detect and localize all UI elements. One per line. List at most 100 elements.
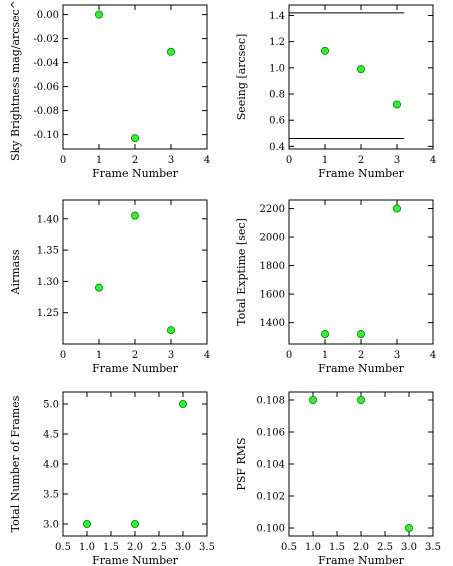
y-tick-label: 0.104 [256,460,285,471]
data-point [83,520,92,529]
data-point [392,100,401,109]
panel-5: 0.5 1.0 1.5 2.0 2.5 3.0 3.5 3.0 3.5 4.0 4.5 5.0 Fram… [9,391,215,566]
plot-frame [288,391,434,537]
y-tick-label: 0.100 [256,524,285,535]
x-tick-label: 1 [96,155,102,166]
x-tick-label: 1 [96,350,102,361]
x-tick-label: 2.5 [377,542,393,553]
x-axis-title: Frame Number [92,167,179,180]
y-axis-title: Total Number of Frames [9,395,22,532]
x-tick-label: 1 [322,350,328,361]
data-point [320,46,329,55]
x-tick-label: 3.5 [425,542,441,553]
y-tick-label: -0.08 [33,106,59,117]
panel-2: 0 1 2 3 4 0.4 0.6 0.8 1.0 1.2 1.4 Frame Number Seein… [235,4,436,180]
x-tick-label: 3.0 [401,542,417,553]
x-tick-label: 4 [430,350,436,361]
x-tick-label: 0 [286,155,292,166]
x-tick-label: 1.0 [79,542,95,553]
y-tick-label: 0.4 [269,142,285,153]
y-tick-label: -0.02 [33,34,59,45]
x-tick-label: 0 [60,350,66,361]
y-tick-label: 4.0 [43,460,59,471]
plot-frame [62,199,208,345]
y-tick-label: 1800 [260,261,285,272]
data-point [392,204,401,213]
x-axis-title: Frame Number [92,362,179,375]
x-tick-label: 1.5 [329,542,345,553]
data-point [95,10,104,19]
x-tick-label: 2 [132,350,138,361]
panel-4: 0 1 2 3 4 1400 1600 1800 2000 2200 Frame Number Tot… [235,199,436,375]
plot-frame [288,4,434,150]
y-axis-title: PSF RMS [235,437,248,490]
panel-1: 0 1 2 3 4 0.00 -0.02 -0.04 -0.06 -0.08 -0.10 Frame … [9,0,210,180]
data-point [356,330,365,339]
y-tick-label: 5.0 [43,400,59,411]
y-tick-label: 0.8 [269,90,285,101]
y-tick-label: 1.40 [37,214,59,225]
plot-frame [288,199,434,345]
data-point [356,65,365,74]
data-point [178,399,187,408]
x-tick-label: 4 [430,155,436,166]
y-tick-label: 0.108 [256,396,285,407]
data-point [130,520,139,529]
x-tick-label: 2 [358,350,364,361]
plot-frame [62,4,208,150]
y-tick-label: 0.102 [256,492,285,503]
y-tick-label: -0.04 [33,58,59,69]
plot-frame [62,391,208,537]
y-tick-label: 1.2 [269,37,285,48]
data-point [308,395,317,404]
data-point [130,134,139,143]
x-tick-label: 2 [132,155,138,166]
y-tick-label: -0.06 [33,82,59,93]
data-point [166,47,175,56]
data-point [166,326,175,335]
x-tick-label: 3 [168,155,174,166]
y-tick-label: 1.30 [37,277,59,288]
x-tick-label: 3 [394,155,400,166]
x-tick-label: 1.5 [103,542,119,553]
x-tick-label: 0.5 [281,542,297,553]
y-tick-label: 2000 [260,233,285,244]
x-tick-label: 4 [204,155,210,166]
x-axis-title: Frame Number [92,554,179,566]
y-tick-label: 2200 [260,204,285,215]
y-tick-label: 0.00 [37,10,59,21]
panel-6: 0.5 1.0 1.5 2.0 2.5 3.0 3.5 0.100 0.102 0.104 0.10… [235,391,441,566]
x-tick-label: 0.5 [55,542,71,553]
y-tick-label: 1.25 [37,308,59,319]
x-tick-label: 0 [286,350,292,361]
y-tick-label: 3.5 [43,490,59,501]
x-tick-label: 3.5 [199,542,215,553]
data-point [320,330,329,339]
x-axis-title: Frame Number [318,167,405,180]
x-tick-label: 2.0 [127,542,143,553]
y-tick-label: 3.0 [43,520,59,531]
y-tick-label: -0.10 [33,130,59,141]
x-tick-label: 1.0 [305,542,321,553]
y-tick-label: 1400 [260,318,285,329]
y-tick-label: 0.106 [256,428,285,439]
x-tick-label: 1 [322,155,328,166]
data-point [356,395,365,404]
y-tick-label: 1.35 [37,246,59,257]
x-tick-label: 3.0 [175,542,191,553]
x-tick-label: 4 [204,350,210,361]
x-tick-label: 3 [394,350,400,361]
y-axis-title: Total Exptime [sec] [235,218,248,326]
data-point [95,283,104,292]
x-axis-title: Frame Number [318,554,405,566]
panel-3: 0 1 2 3 4 1.25 1.30 1.35 1.40 Frame Number Airmass [9,199,210,375]
x-tick-label: 2 [358,155,364,166]
y-tick-label: 1600 [260,290,285,301]
data-point [404,524,413,533]
y-axis-title: Airmass [9,249,22,295]
y-tick-label: 4.5 [43,430,59,441]
x-tick-label: 3 [168,350,174,361]
x-tick-label: 2.5 [151,542,167,553]
x-tick-label: 0 [60,155,66,166]
